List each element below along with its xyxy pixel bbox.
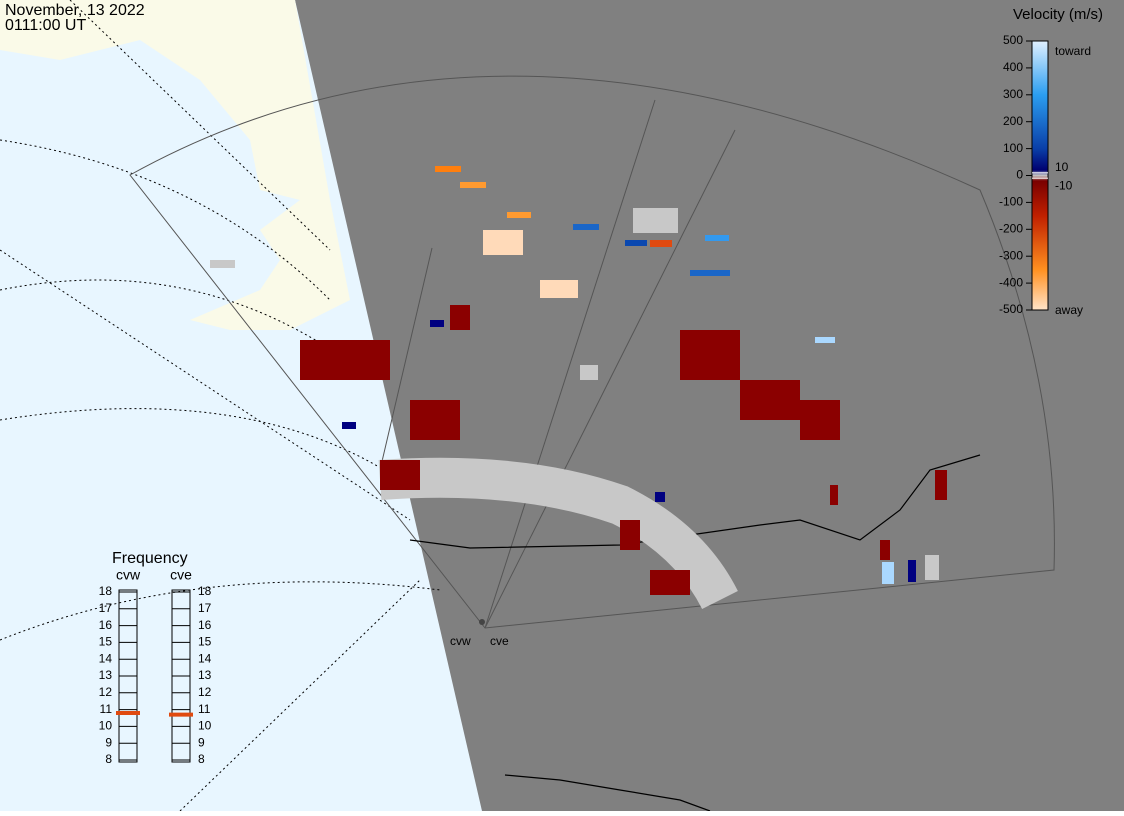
colorbar-tick-label: 500 xyxy=(1003,33,1023,47)
frequency-tick-label: 12 xyxy=(198,685,212,699)
time: 0111:00 UT xyxy=(5,17,86,34)
borders xyxy=(409,454,981,812)
colorbar xyxy=(1031,40,1049,311)
colorbar-label: toward xyxy=(1055,44,1091,58)
frequency-tick-label: 10 xyxy=(99,719,113,733)
colorbar-title: Velocity (m/s) xyxy=(1013,6,1103,23)
colorbar-tick-label: 100 xyxy=(1003,141,1023,155)
frequency-tick-label: 16 xyxy=(99,618,113,632)
frequency-tick-label: 11 xyxy=(198,702,211,716)
colorbar-label: away xyxy=(1055,303,1083,317)
alaska xyxy=(0,0,350,330)
velocity-cells xyxy=(210,166,947,595)
frequency-tick-label: 18 xyxy=(198,584,212,598)
colorbar-tick-label: 300 xyxy=(1003,87,1023,101)
colorbar-tick-label: 10 xyxy=(1055,160,1069,174)
site-label: cve xyxy=(490,634,509,648)
frequency-title: Frequency xyxy=(112,550,188,567)
radar-site xyxy=(479,619,485,625)
frequency-tick-label: 9 xyxy=(105,735,112,749)
colorbar-tick-label: 200 xyxy=(1003,114,1023,128)
frequency-tick-label: 15 xyxy=(99,635,113,649)
frequency-tick-label: 13 xyxy=(99,668,113,682)
radar-name: cvw xyxy=(116,567,141,583)
date: November, 13 2022 xyxy=(5,2,145,19)
frequency-tick-label: 9 xyxy=(198,735,205,749)
colorbar-tick-label: -300 xyxy=(999,248,1023,262)
frequency-tick-label: 13 xyxy=(198,668,212,682)
frequency-tick-label: 14 xyxy=(198,651,212,665)
colorbar-tick-label: -200 xyxy=(999,221,1023,235)
site-label: cvw xyxy=(450,634,471,648)
colorbar-tick-label: -100 xyxy=(999,195,1023,209)
land xyxy=(295,0,1124,811)
frequency-tick-label: 11 xyxy=(100,702,113,716)
frequency-tick-label: 14 xyxy=(99,651,113,665)
frequency-tick-label: 8 xyxy=(198,752,205,766)
radar-name: cve xyxy=(170,567,192,583)
frequency-tick-label: 8 xyxy=(105,752,112,766)
frequency-tick-label: 10 xyxy=(198,719,212,733)
frequency-tick-label: 16 xyxy=(198,618,212,632)
frequency-tick-label: 17 xyxy=(198,601,212,615)
ground-scatter xyxy=(378,457,738,610)
colorbar-tick-label: -500 xyxy=(999,302,1023,316)
colorbar-tick-label: 0 xyxy=(1016,168,1023,182)
fan-outline xyxy=(129,75,1055,629)
colorbar-tick-label: 400 xyxy=(1003,60,1023,74)
colorbar-tick-label: -400 xyxy=(999,275,1023,289)
grid-lines xyxy=(0,0,441,812)
frequency-tick-label: 17 xyxy=(99,601,113,615)
frequency-tick-label: 15 xyxy=(198,635,212,649)
frequency-tick-label: 12 xyxy=(99,685,113,699)
frequency-tick-label: 18 xyxy=(99,584,113,598)
colorbar-tick-label: -10 xyxy=(1055,178,1073,192)
